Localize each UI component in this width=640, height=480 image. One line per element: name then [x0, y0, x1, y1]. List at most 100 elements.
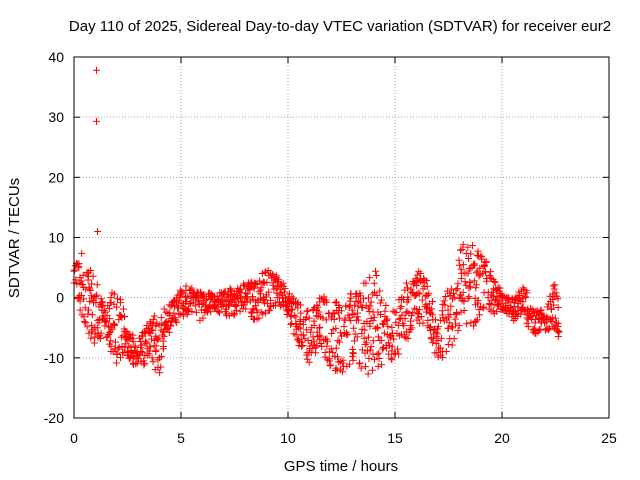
data-point: [549, 282, 557, 290]
data-point: [446, 310, 454, 318]
data-point: [300, 331, 308, 339]
data-point: [339, 356, 347, 364]
data-point: [265, 288, 273, 296]
data-point: [77, 291, 85, 299]
x-tick-label: 0: [70, 430, 78, 446]
data-point: [178, 288, 186, 296]
data-point: [362, 279, 370, 287]
data-point: [378, 336, 386, 344]
data-point: [200, 291, 208, 299]
data-point: [460, 306, 468, 314]
data-point: [374, 362, 382, 370]
data-point: [141, 359, 149, 367]
data-point: [220, 290, 228, 298]
data-point: [332, 344, 340, 352]
data-point: [80, 318, 88, 326]
data-point: [450, 293, 458, 301]
data-point: [454, 280, 462, 288]
data-point: [352, 293, 360, 301]
data-point: [543, 303, 551, 311]
data-point: [551, 314, 559, 322]
data-point: [357, 292, 365, 300]
data-point: [121, 340, 129, 348]
data-point: [231, 300, 239, 308]
data-point: [305, 314, 313, 322]
data-point: [342, 329, 350, 337]
data-point: [85, 284, 93, 292]
data-point: [433, 349, 441, 357]
data-point: [554, 304, 562, 312]
data-point: [477, 252, 485, 260]
plot-frame: [73, 56, 610, 419]
data-point: [389, 307, 397, 315]
data-point: [236, 293, 244, 301]
data-point: [76, 297, 84, 305]
data-point: [457, 274, 465, 282]
data-point: [298, 338, 306, 346]
data-point: [225, 302, 233, 310]
data-point: [312, 349, 320, 357]
data-point: [548, 318, 556, 326]
data-point: [170, 302, 178, 310]
data-point: [367, 343, 375, 351]
data-point: [416, 290, 424, 298]
data-point: [116, 299, 124, 307]
data-point: [327, 345, 335, 353]
data-point: [444, 340, 452, 348]
data-point: [364, 370, 372, 378]
data-point: [457, 246, 465, 254]
data-point: [429, 298, 437, 306]
data-point: [378, 345, 386, 353]
data-point: [254, 299, 262, 307]
data-point: [231, 296, 239, 304]
data-point: [366, 302, 374, 310]
data-point: [350, 311, 358, 319]
data-point: [524, 323, 532, 331]
data-point: [305, 358, 313, 366]
data-point: [453, 285, 461, 293]
x-axis-label: GPS time / hours: [284, 458, 398, 475]
data-point: [353, 333, 361, 341]
data-point: [248, 293, 256, 301]
data-point: [453, 310, 461, 318]
data-point: [364, 333, 372, 341]
data-point: [292, 313, 300, 321]
data-point: [179, 312, 187, 320]
data-point: [470, 261, 478, 269]
data-point: [401, 315, 409, 323]
data-point: [176, 294, 184, 302]
x-tick-labels: 0 5 10 15 20 25: [70, 430, 617, 446]
data-point: [301, 335, 309, 343]
data-point: [350, 337, 358, 345]
data-point: [480, 303, 488, 311]
data-point: [455, 322, 463, 330]
data-point: [357, 364, 365, 372]
data-point: [475, 311, 483, 319]
data-point: [323, 342, 331, 350]
data-point: [356, 299, 364, 307]
data-point: [359, 295, 367, 303]
data-point: [366, 322, 374, 330]
data-point: [422, 308, 430, 316]
data-point: [142, 337, 150, 345]
data-point: [323, 298, 331, 306]
data-point: [336, 314, 344, 322]
data-point: [236, 285, 244, 293]
data-point: [119, 305, 127, 313]
data-point: [447, 302, 455, 310]
data-point: [342, 302, 350, 310]
data-point: [361, 340, 369, 348]
data-point: [297, 309, 305, 317]
data-point: [157, 363, 165, 371]
data-point: [404, 334, 412, 342]
data-point: [290, 311, 298, 319]
data-point: [374, 324, 382, 332]
data-point: [160, 332, 168, 340]
data-point: [447, 285, 455, 293]
data-point: [380, 329, 388, 337]
data-point: [467, 250, 475, 258]
data-point: [419, 319, 427, 327]
data-point: [554, 295, 562, 303]
data-point: [366, 274, 374, 282]
data-point: [362, 363, 370, 371]
